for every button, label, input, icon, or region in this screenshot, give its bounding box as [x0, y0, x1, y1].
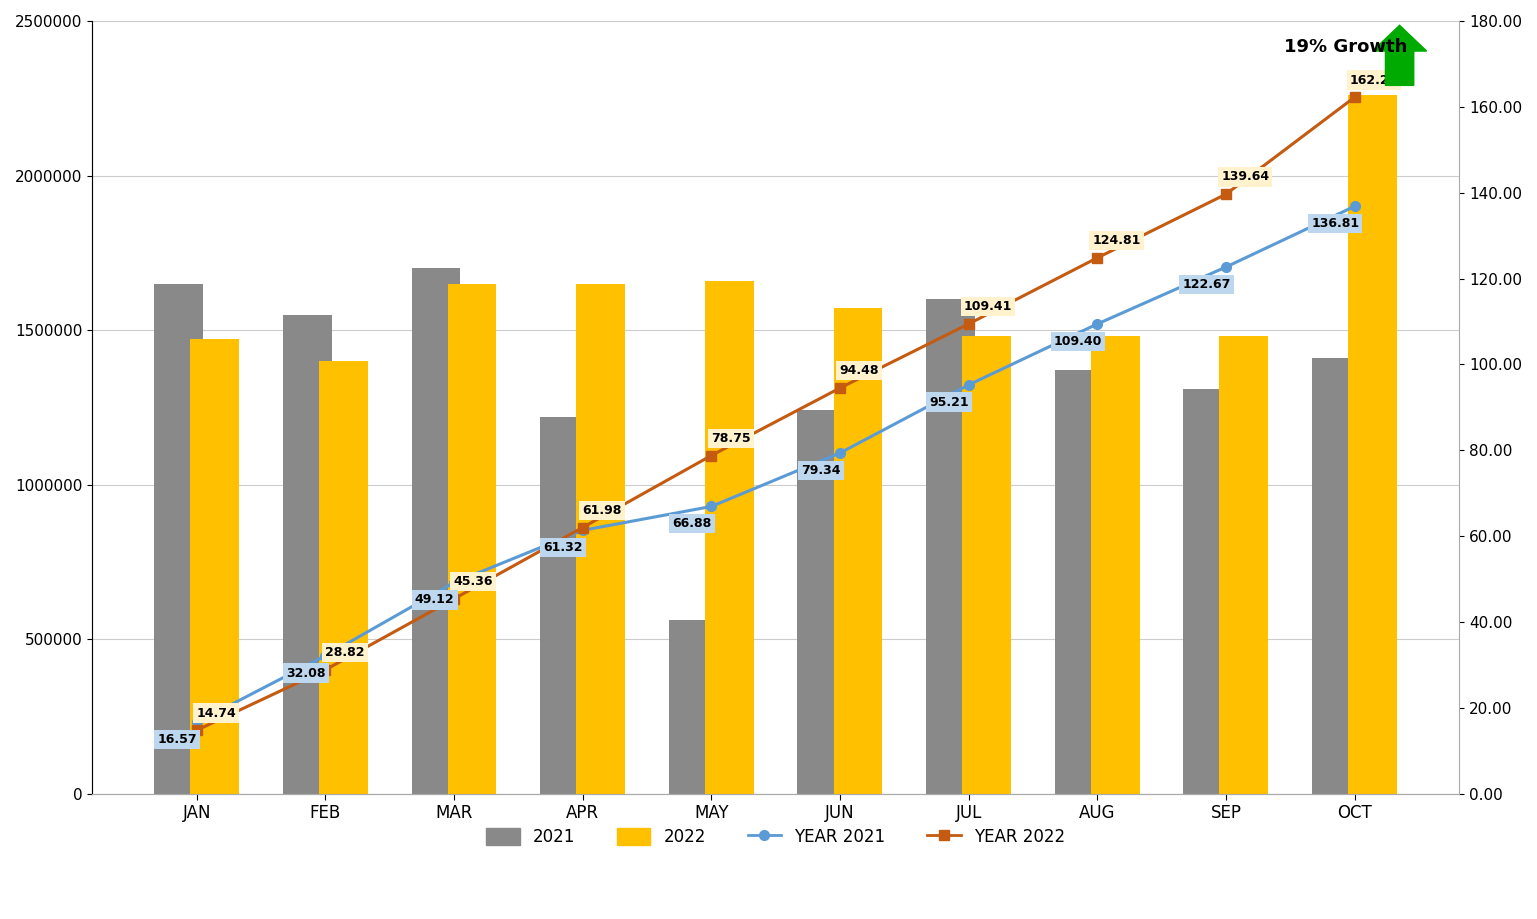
YEAR 2022	[959, 319, 978, 330]
Text: 19% Growth: 19% Growth	[1283, 38, 1408, 56]
Bar	[1054, 370, 1104, 793]
YEAR 2021	[830, 448, 848, 459]
Text: 109.40: 109.40	[1054, 335, 1102, 347]
Bar	[576, 284, 626, 793]
Text: 49.12: 49.12	[415, 594, 455, 607]
Bar	[1313, 357, 1360, 793]
YEAR 2022	[1345, 92, 1363, 103]
Bar	[412, 268, 461, 793]
Text: 122.67: 122.67	[1182, 278, 1231, 290]
YEAR 2022	[317, 664, 335, 675]
Bar	[539, 416, 589, 793]
Text: 45.36: 45.36	[453, 575, 493, 588]
YEAR 2021	[1345, 201, 1363, 212]
Line: YEAR 2021: YEAR 2021	[192, 201, 1359, 727]
Text: 136.81: 136.81	[1311, 217, 1359, 230]
Text: 61.32: 61.32	[544, 541, 583, 554]
YEAR 2021	[188, 717, 206, 728]
YEAR 2021	[317, 651, 335, 662]
YEAR 2021	[1217, 262, 1236, 273]
Bar	[447, 284, 496, 793]
Bar	[154, 284, 203, 793]
Text: 61.98: 61.98	[583, 504, 621, 516]
Text: 124.81: 124.81	[1093, 234, 1140, 247]
Bar	[962, 336, 1011, 793]
Bar	[1219, 336, 1268, 793]
Bar	[798, 411, 847, 793]
Bar	[283, 314, 332, 793]
Bar	[1348, 96, 1397, 793]
Bar	[1183, 389, 1233, 793]
Text: 78.75: 78.75	[710, 432, 750, 445]
YEAR 2021	[702, 501, 721, 512]
YEAR 2022	[830, 382, 848, 393]
Text: 94.48: 94.48	[839, 364, 879, 378]
Text: 32.08: 32.08	[286, 666, 326, 679]
YEAR 2021	[1088, 319, 1107, 330]
Bar	[705, 280, 753, 793]
YEAR 2022	[702, 450, 721, 461]
Bar	[1091, 336, 1140, 793]
Text: 139.64: 139.64	[1220, 171, 1270, 184]
Text: 28.82: 28.82	[324, 646, 364, 659]
Bar	[318, 361, 367, 793]
Text: 16.57: 16.57	[158, 733, 197, 746]
YEAR 2022	[573, 522, 592, 533]
YEAR 2022	[444, 594, 463, 605]
Bar	[191, 339, 240, 793]
YEAR 2021	[959, 380, 978, 391]
YEAR 2022	[188, 725, 206, 736]
Bar	[927, 299, 974, 793]
FancyArrow shape	[1373, 26, 1426, 85]
YEAR 2021	[573, 525, 592, 536]
Bar	[833, 309, 882, 793]
YEAR 2022	[1217, 188, 1236, 199]
Line: YEAR 2022: YEAR 2022	[192, 93, 1359, 735]
YEAR 2022	[1088, 253, 1107, 264]
Text: 109.41: 109.41	[964, 301, 1011, 313]
Text: 95.21: 95.21	[930, 395, 970, 409]
Text: 162.23: 162.23	[1349, 74, 1399, 86]
Text: 66.88: 66.88	[672, 517, 712, 530]
Legend: 2021, 2022, YEAR 2021, YEAR 2022: 2021, 2022, YEAR 2021, YEAR 2022	[478, 820, 1073, 855]
Text: 79.34: 79.34	[801, 464, 841, 477]
Bar	[669, 620, 718, 793]
YEAR 2021	[444, 577, 463, 588]
Text: 14.74: 14.74	[197, 707, 235, 720]
